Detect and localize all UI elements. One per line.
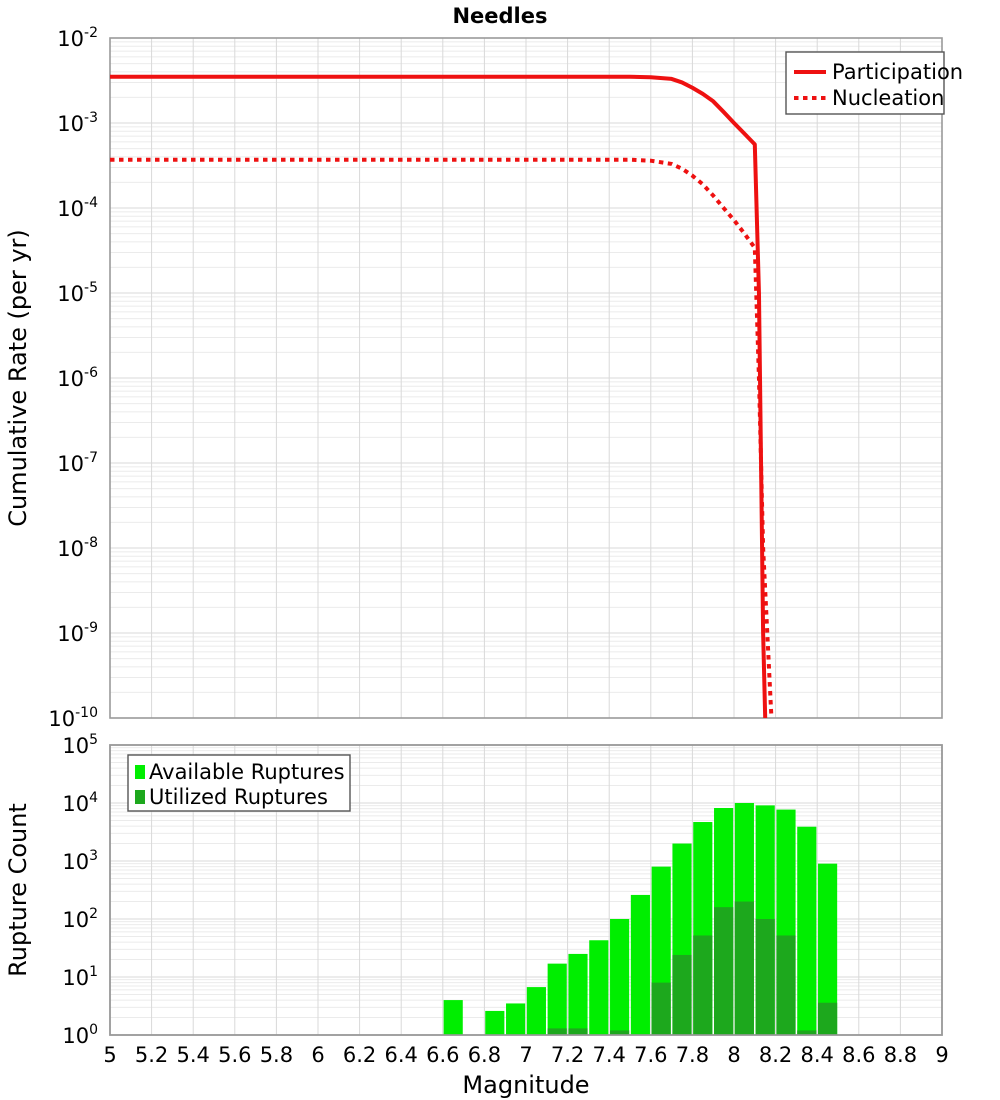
bar-utilized: [547, 1028, 567, 1035]
xtick-8.6: 8.6: [842, 1043, 875, 1067]
xtick-7.2: 7.2: [551, 1043, 584, 1067]
bar-available: [589, 940, 609, 1035]
xtick-7.8: 7.8: [676, 1043, 709, 1067]
bar-utilized: [755, 919, 775, 1035]
ytick-top--2: 10-2: [57, 25, 98, 51]
bottom-panel-ytick-labels: 100 101 102 103 104 105: [62, 732, 98, 1048]
xtick-8.2: 8.2: [759, 1043, 792, 1067]
xtick-6.8: 6.8: [468, 1043, 501, 1067]
bar-utilized: [568, 1028, 588, 1035]
xtick-7.6: 7.6: [634, 1043, 667, 1067]
bar-available: [506, 1003, 526, 1035]
top-panel-ytick-labels: 10-2 10-3 10-4 10-5 10-6 10-7 10-8 10-9 10-10: [48, 25, 98, 731]
bar-available: [485, 1010, 505, 1035]
bar-utilized: [818, 1002, 838, 1035]
xtick-6.2: 6.2: [343, 1043, 376, 1067]
top-panel-grid: [109, 37, 943, 719]
ytick-top--7: 10-7: [57, 450, 98, 476]
xtick-5.6: 5.6: [218, 1043, 251, 1067]
legend-swatch-available: [135, 765, 145, 779]
ytick-top--3: 10-3: [57, 110, 98, 136]
legend-label-available: Available Ruptures: [149, 760, 345, 784]
bar-utilized: [776, 935, 796, 1035]
ytick-top--8: 10-8: [57, 535, 98, 561]
bottom-panel-frame: [109, 744, 943, 1036]
ytick-bottom-4: 104: [62, 790, 98, 816]
bar-available: [443, 1000, 463, 1035]
bar-available: [526, 987, 546, 1035]
xtick-6.4: 6.4: [384, 1043, 417, 1067]
bar-available: [630, 894, 650, 1035]
xtick-6: 6: [311, 1043, 324, 1067]
ytick-top--6: 10-6: [57, 365, 98, 391]
bar-utilized: [714, 907, 734, 1035]
bar-utilized: [672, 954, 692, 1035]
xtick-8.8: 8.8: [884, 1043, 917, 1067]
legend-label-nucleation: Nucleation: [832, 86, 944, 110]
curve-nucleation: [110, 157, 774, 719]
bar-available: [568, 953, 588, 1035]
bar-available: [818, 863, 838, 1035]
ytick-top--5: 10-5: [57, 280, 98, 306]
bottom-panel-ylabel: Rupture Count: [4, 803, 32, 977]
ytick-bottom-0: 100: [62, 1022, 98, 1048]
legend-swatch-utilized: [135, 790, 145, 804]
xtick-5.4: 5.4: [176, 1043, 209, 1067]
xtick-8: 8: [727, 1043, 740, 1067]
histogram-bars: [443, 803, 838, 1035]
bar-utilized: [693, 935, 713, 1035]
legend-label-participation: Participation: [832, 60, 963, 84]
bar-available: [610, 919, 630, 1035]
ytick-top--4: 10-4: [57, 195, 98, 221]
ytick-bottom-3: 103: [62, 848, 98, 874]
bar-utilized: [734, 901, 754, 1035]
xtick-5: 5: [103, 1043, 116, 1067]
xtick-6.6: 6.6: [426, 1043, 459, 1067]
xtick-7.4: 7.4: [592, 1043, 625, 1067]
ytick-bottom-1: 101: [62, 964, 98, 990]
bar-available: [547, 963, 567, 1035]
xtick-9: 9: [935, 1043, 948, 1067]
bar-utilized: [651, 982, 671, 1035]
xtick-5.8: 5.8: [260, 1043, 293, 1067]
xtick-labels: 5 5.2 5.4 5.6 5.8 6 6.2 6.4 6.6 6.8 7 7.2 7.4 7.6 7.8 8…: [103, 1043, 948, 1067]
legend-label-utilized: Utilized Ruptures: [149, 785, 328, 809]
bar-utilized: [797, 1030, 817, 1035]
xtick-7: 7: [519, 1043, 532, 1067]
ytick-top--9: 10-9: [57, 620, 98, 646]
bar-available: [797, 826, 817, 1035]
xtick-5.2: 5.2: [135, 1043, 168, 1067]
ytick-bottom-2: 102: [62, 906, 98, 932]
bar-utilized: [610, 1030, 630, 1035]
ytick-bottom-5: 105: [62, 732, 98, 758]
xaxis-label: Magnitude: [462, 1071, 589, 1099]
top-panel-ylabel: Cumulative Rate (per yr): [4, 229, 32, 527]
page-title: Needles: [452, 4, 548, 28]
curve-participation: [110, 74, 768, 719]
xtick-8.4: 8.4: [800, 1043, 833, 1067]
ytick-top--10: 10-10: [48, 705, 98, 731]
